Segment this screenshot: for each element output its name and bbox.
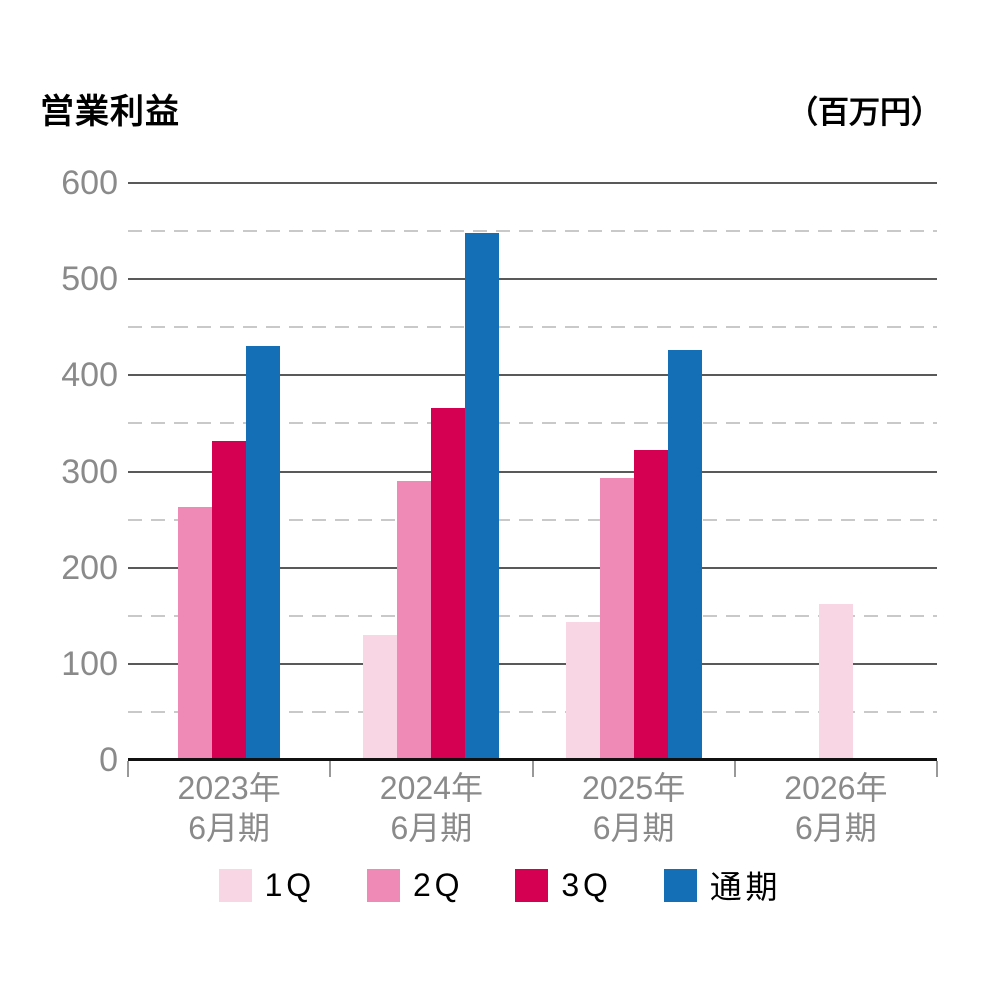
legend-label-1Q: 1Q xyxy=(264,866,315,903)
x-axis-tick xyxy=(127,761,129,777)
gridline-minor xyxy=(128,326,937,329)
plot-area xyxy=(127,182,938,777)
gridline-minor xyxy=(128,422,937,425)
y-tick-label: 400 xyxy=(61,356,118,395)
gridline-major xyxy=(128,662,937,665)
x-axis-label: 2026年 6月期 xyxy=(735,768,937,848)
bar-1Q-2024年 xyxy=(363,634,398,760)
legend-item-3Q: 3Q xyxy=(515,867,611,904)
bar-1Q-2025年 xyxy=(565,622,600,760)
legend-label-3Q: 3Q xyxy=(561,866,612,903)
gridline-minor xyxy=(128,230,937,233)
gridline-major xyxy=(128,566,937,569)
bar-通期-2025年 xyxy=(667,350,702,760)
x-axis-line xyxy=(128,758,937,761)
bar-1Q-2026年 xyxy=(818,604,853,760)
x-axis-label-period: 6月期 xyxy=(188,810,271,846)
bar-group-2025年 xyxy=(533,183,735,760)
x-axis-label: 2024年 6月期 xyxy=(330,768,532,848)
legend-item-2Q: 2Q xyxy=(366,866,464,904)
bar-group-2024年 xyxy=(330,183,532,760)
legend: 1Q 2Q 3Q 通期 xyxy=(0,862,1000,908)
legend-item-通期: 通期 xyxy=(663,862,782,908)
bar-3Q-2024年 xyxy=(431,408,466,760)
x-axis-label: 2023年 6月期 xyxy=(128,768,330,848)
bar-3Q-2023年 xyxy=(212,440,247,760)
x-axis-label-period: 6月期 xyxy=(390,810,473,846)
gridline-minor xyxy=(128,710,937,713)
bar-2Q-2024年 xyxy=(397,481,432,760)
bar-groups xyxy=(128,183,937,760)
gridline-minor xyxy=(128,614,937,617)
legend-label-2Q: 2Q xyxy=(412,866,464,903)
gridline-major xyxy=(128,374,937,377)
y-tick-label: 100 xyxy=(61,644,118,683)
legend-item-1Q: 1Q xyxy=(218,866,315,904)
unit-label: （百万円） xyxy=(787,95,942,130)
y-tick-label: 0 xyxy=(99,741,118,779)
bar-2Q-2025年 xyxy=(599,478,634,760)
chart-title: 営業利益 xyxy=(40,93,180,131)
y-tick-label: 500 xyxy=(61,260,118,299)
legend-swatch-1Q xyxy=(218,868,252,902)
gridline-minor xyxy=(128,518,937,521)
bar-通期-2024年 xyxy=(465,233,500,760)
legend-swatch-3Q xyxy=(515,868,549,902)
y-tick-label: 200 xyxy=(61,548,118,587)
x-axis-label-period: 6月期 xyxy=(592,810,675,846)
bar-2Q-2023年 xyxy=(178,507,213,760)
x-axis-tick xyxy=(329,761,332,777)
bar-通期-2023年 xyxy=(246,346,281,760)
y-axis-labels: 0 100 200 300 400 500 600 xyxy=(0,166,118,777)
bar-group-2026年 xyxy=(735,183,937,760)
legend-label-通期: 通期 xyxy=(709,869,782,905)
gridline-major xyxy=(128,182,937,184)
x-axis-tick xyxy=(936,761,938,777)
x-axis-label-year: 2024年 xyxy=(379,770,483,806)
gridline-major xyxy=(128,470,937,473)
x-axis-tick xyxy=(531,761,534,777)
x-axis-label-year: 2025年 xyxy=(582,770,686,806)
x-axis-label: 2025年 6月期 xyxy=(533,768,735,848)
bar-group-2023年 xyxy=(128,183,330,760)
x-axis-label-year: 2023年 xyxy=(177,770,281,806)
gridline-major xyxy=(128,278,937,281)
legend-swatch-通期 xyxy=(663,868,697,902)
y-tick-label: 300 xyxy=(61,452,118,491)
x-axis-labels: 2023年 6月期 2024年 6月期 2025年 6月期 2026年 6月期 xyxy=(128,768,937,848)
legend-swatch-2Q xyxy=(366,868,400,902)
bar-3Q-2025年 xyxy=(633,450,668,760)
y-tick-label: 600 xyxy=(61,164,118,202)
x-axis-label-period: 6月期 xyxy=(794,810,877,846)
x-axis-label-year: 2026年 xyxy=(784,770,888,806)
x-axis-tick xyxy=(733,761,736,777)
